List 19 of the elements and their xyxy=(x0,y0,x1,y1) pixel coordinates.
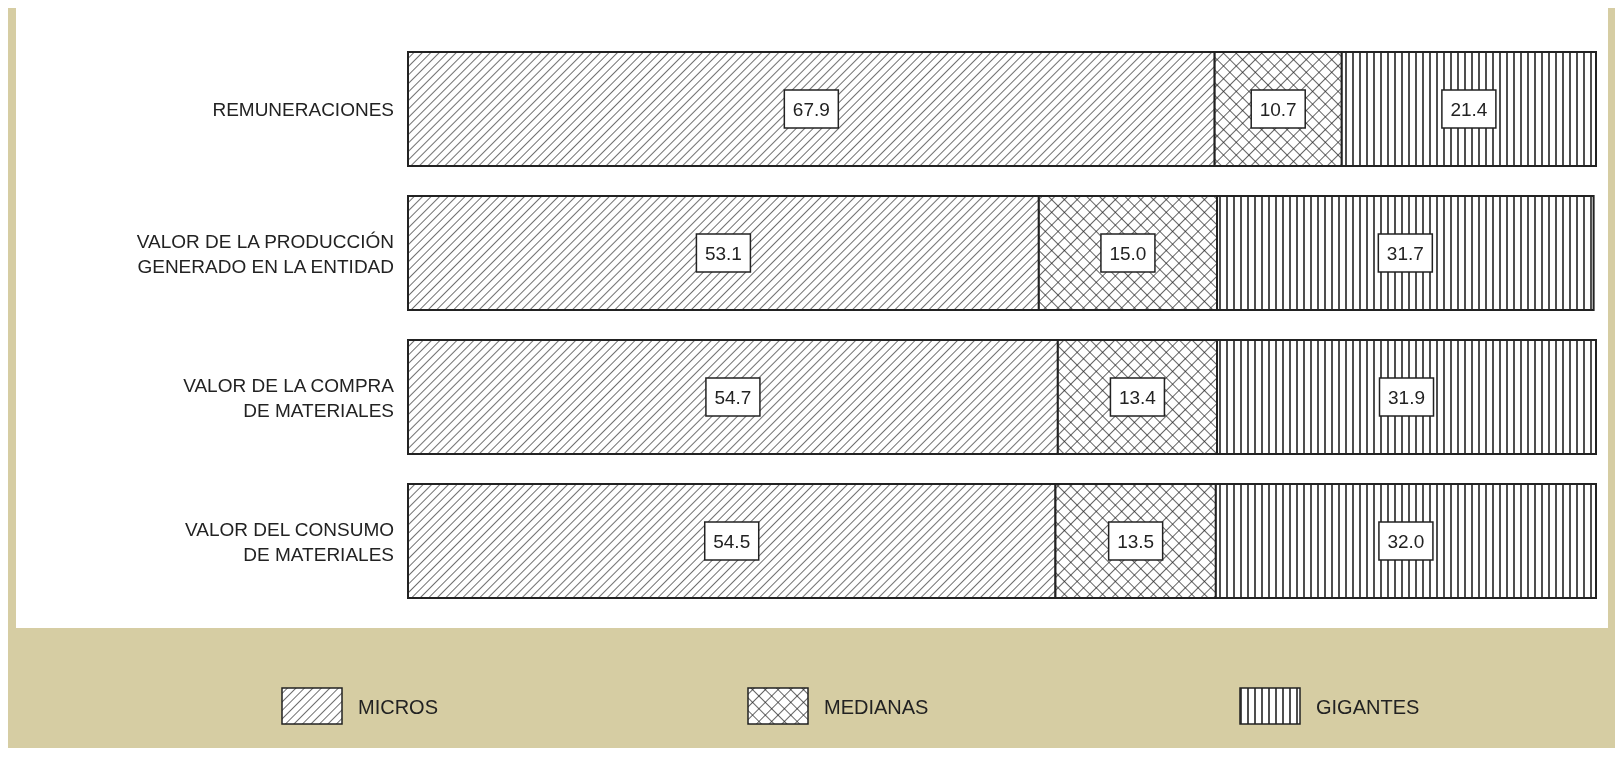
data-label: 32.0 xyxy=(1387,531,1425,552)
data-label: 15.0 xyxy=(1109,243,1147,264)
legend-label: MICROS xyxy=(358,696,438,718)
data-label: 31.9 xyxy=(1388,387,1426,408)
data-label: 31.7 xyxy=(1386,243,1424,264)
data-label: 67.9 xyxy=(792,99,830,120)
data-label: 10.7 xyxy=(1259,99,1297,120)
y-tick-label: VALOR DEL CONSUMO DE MATERIALES xyxy=(184,518,394,565)
data-label: 54.7 xyxy=(714,387,752,408)
y-tick-label: REMUNERACIONES xyxy=(212,99,394,120)
data-label: 54.5 xyxy=(713,531,751,552)
data-label: 13.5 xyxy=(1117,531,1155,552)
data-label: 53.1 xyxy=(704,243,742,264)
y-tick-label: VALOR DE LA PRODUCCIÓN GENERADO EN LA ENTIDAD xyxy=(136,230,394,277)
data-label: 13.4 xyxy=(1118,387,1157,408)
legend-label: GIGANTES xyxy=(1316,696,1420,718)
y-tick-label: VALOR DE LA COMPRA DE MATERIALES xyxy=(183,374,395,421)
legend-label: MEDIANAS xyxy=(824,696,929,718)
data-label: 21.4 xyxy=(1450,99,1488,120)
